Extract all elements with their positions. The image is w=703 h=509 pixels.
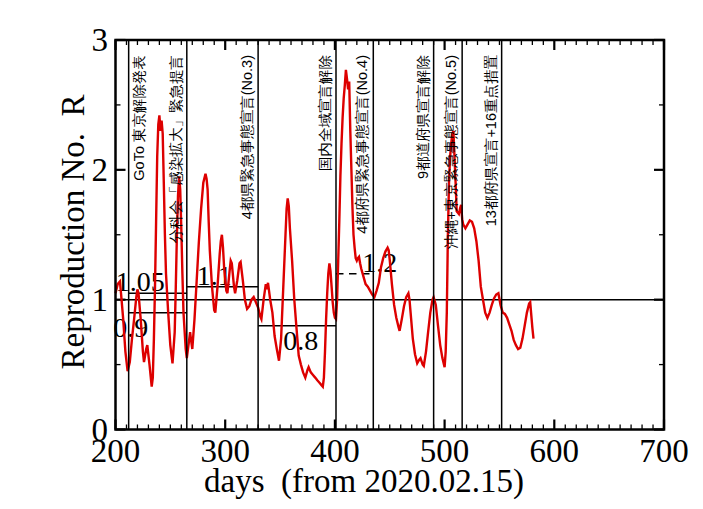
x-axis-label: days (from 2020.02.15) [204,463,524,500]
y-tick-label: 0 [92,412,109,448]
event-label-3: 4都県緊急事態宣言(No.3) [239,55,255,219]
ref-label-1.05: 1.05 [116,266,165,297]
event-label-6: 9都道府県宣言解除 [415,55,431,180]
ref-label-0.8: 0.8 [283,325,318,356]
plot-frame [116,40,665,430]
x-tick-label: 700 [639,433,689,469]
x-tick-label: 600 [530,433,580,469]
event-label-8: 13都府県宣言+16重点措置 [483,55,499,227]
event-label-5: 4都府県緊急事態宣言(No.4) [354,55,370,234]
chart-canvas: 2003004005006007000123 1.050.91.10.81.2 … [0,0,703,509]
ticks-group [116,40,665,430]
event-label-2: 分科会「感染拡大」緊急提言 [168,55,184,244]
y-axis-label: Reproduction No. R [55,95,91,370]
event-annotations-group: GoTo 東京解除発表 分科会「感染拡大」緊急提言 4都県緊急事態宣言(No.3) 国… [131,55,499,250]
y-tick-label: 2 [92,152,109,188]
event-label-1: GoTo 東京解除発表 [131,55,147,181]
y-tick-label: 3 [92,22,109,58]
event-label-4: 国内全域宣言解除 [317,55,333,172]
event-label-7: 沖縄+東京緊急事態宣言(No.5) [443,55,459,250]
reproduction-number-chart: 2003004005006007000123 1.050.91.10.81.2 … [0,0,703,509]
y-tick-label: 1 [92,282,109,318]
